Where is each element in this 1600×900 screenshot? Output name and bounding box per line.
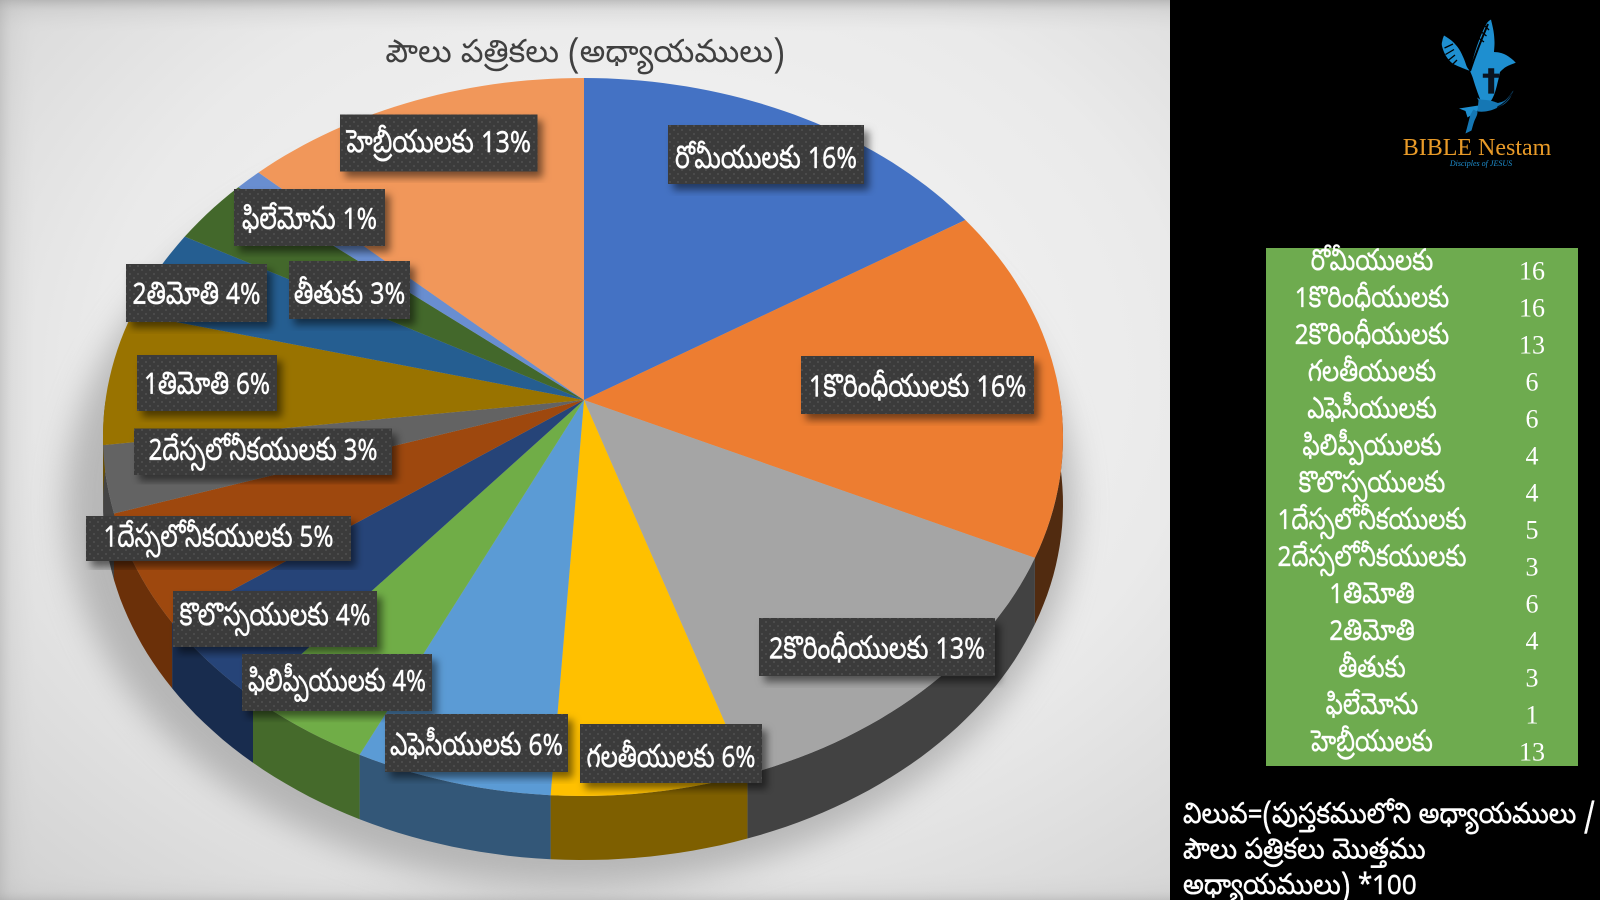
svg-text:BIBLE Nestam: BIBLE Nestam	[1403, 135, 1552, 161]
svg-text:Disciples of JESUS: Disciples of JESUS	[1449, 159, 1512, 168]
svg-text:4: 4	[1526, 479, 1539, 508]
svg-text:4: 4	[1526, 627, 1539, 656]
svg-text:3: 3	[1526, 664, 1539, 693]
svg-text:3: 3	[1526, 553, 1539, 582]
svg-text:5: 5	[1526, 516, 1539, 545]
svg-text:6: 6	[1526, 405, 1539, 434]
svg-text:1: 1	[1526, 701, 1539, 730]
svg-text:13: 13	[1519, 738, 1545, 767]
svg-text:13: 13	[1519, 331, 1545, 360]
svg-text:16: 16	[1519, 257, 1545, 286]
svg-text:4: 4	[1526, 442, 1539, 471]
svg-text:6: 6	[1526, 590, 1539, 619]
svg-text:16: 16	[1519, 294, 1545, 323]
svg-text:6: 6	[1526, 368, 1539, 397]
